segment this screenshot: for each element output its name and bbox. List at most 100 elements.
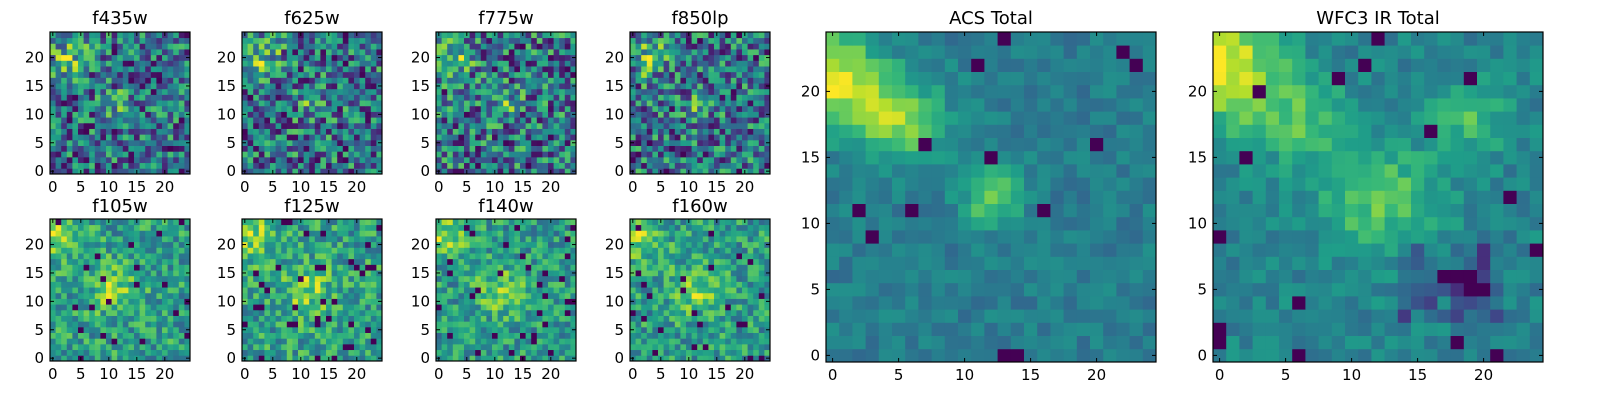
heatmap-cell xyxy=(641,100,648,107)
heatmap-cell xyxy=(342,287,349,294)
heatmap-cell xyxy=(674,151,681,158)
heatmap-cell xyxy=(652,156,659,164)
heatmap-cell xyxy=(150,54,157,61)
heatmap-cell xyxy=(111,247,118,254)
heatmap-cell xyxy=(376,49,383,56)
heatmap-cell xyxy=(150,247,157,254)
heatmap-cell xyxy=(66,49,73,56)
heatmap-cell xyxy=(758,162,765,169)
heatmap-cell xyxy=(156,321,163,328)
heatmap-cell xyxy=(447,88,454,95)
heatmap-cell xyxy=(531,241,538,248)
heatmap-cell xyxy=(663,270,670,277)
heatmap-cell xyxy=(331,54,338,61)
heatmap-cell xyxy=(497,100,504,107)
heatmap-cell xyxy=(309,355,316,362)
heatmap-cell xyxy=(354,264,360,271)
heatmap-cell xyxy=(514,241,521,248)
heatmap-cell xyxy=(525,151,532,158)
heatmap-cell xyxy=(753,100,760,107)
heatmap-cell xyxy=(503,309,510,316)
heatmap-cell xyxy=(264,315,271,322)
heatmap-cell xyxy=(292,49,299,56)
heatmap-cell xyxy=(117,236,124,243)
heatmap-cell xyxy=(162,253,168,260)
heatmap-cell xyxy=(486,298,493,305)
heatmap-cell xyxy=(497,349,504,356)
heatmap-cell xyxy=(691,338,698,345)
heatmap-cell xyxy=(452,43,459,50)
heatmap-cell xyxy=(122,236,129,243)
heatmap-cell xyxy=(298,338,304,345)
heatmap-cell xyxy=(686,139,692,146)
heatmap-cell xyxy=(162,230,168,237)
heatmap-cell xyxy=(139,230,146,237)
heatmap-cell xyxy=(725,309,732,316)
heatmap-cell xyxy=(708,156,715,164)
heatmap-cell xyxy=(117,134,124,141)
heatmap-cell xyxy=(503,219,510,226)
heatmap-cell xyxy=(139,117,146,124)
y-tick-label: 5 xyxy=(226,134,236,152)
heatmap-cell xyxy=(452,162,459,169)
heatmap-cell xyxy=(641,105,648,112)
heatmap-cell xyxy=(178,128,185,135)
heatmap-cell xyxy=(503,236,510,243)
heatmap-cell xyxy=(167,275,174,282)
heatmap-cell xyxy=(89,111,96,118)
heatmap-cell xyxy=(370,258,377,265)
heatmap-cell xyxy=(286,326,293,333)
heatmap-cell xyxy=(520,54,526,61)
heatmap-cell xyxy=(89,60,96,67)
heatmap-cell xyxy=(128,83,135,90)
heatmap-cell xyxy=(106,224,112,231)
heatmap-cell xyxy=(497,287,504,294)
heatmap-cell xyxy=(669,281,676,288)
heatmap-cell xyxy=(508,321,515,328)
heatmap-cell xyxy=(162,275,168,282)
heatmap-cell xyxy=(247,77,254,84)
heatmap-cell xyxy=(452,304,459,311)
heatmap-cell xyxy=(83,66,90,73)
heatmap-cell xyxy=(145,241,152,248)
heatmap-cell xyxy=(83,292,90,299)
heatmap-cell xyxy=(680,281,687,288)
heatmap-cell xyxy=(309,94,316,101)
heatmap-cell xyxy=(553,219,560,226)
heatmap-cell xyxy=(326,122,332,129)
heatmap-cell xyxy=(736,77,743,84)
heatmap-cell xyxy=(436,230,442,237)
heatmap-cell xyxy=(680,43,687,50)
heatmap-cell xyxy=(486,281,493,288)
heatmap-cell xyxy=(337,60,344,67)
heatmap-cell xyxy=(570,338,577,345)
heatmap-cell xyxy=(452,145,459,152)
heatmap-cell xyxy=(78,49,84,56)
heatmap-cell xyxy=(61,343,68,351)
heatmap-cell xyxy=(702,71,709,78)
heatmap-cell xyxy=(641,309,648,316)
heatmap-cell xyxy=(178,253,185,260)
heatmap-cell xyxy=(128,224,135,231)
heatmap-cell xyxy=(78,315,84,322)
heatmap-cell xyxy=(553,315,560,322)
heatmap-cell xyxy=(55,37,62,44)
heatmap-cell xyxy=(458,236,465,243)
heatmap-cell xyxy=(242,122,248,129)
heatmap-cell xyxy=(264,100,271,107)
heatmap-cell xyxy=(365,77,372,84)
heatmap-cell xyxy=(758,71,765,78)
heatmap-cell xyxy=(184,309,191,316)
heatmap-cell xyxy=(464,343,470,351)
heatmap-cell xyxy=(139,247,146,254)
heatmap-cell xyxy=(553,54,560,61)
heatmap-cell xyxy=(128,122,135,129)
heatmap-cell xyxy=(492,54,498,61)
heatmap-cell xyxy=(497,162,504,169)
heatmap-cell xyxy=(536,88,543,95)
heatmap-cell xyxy=(686,326,692,333)
heatmap-cell xyxy=(128,275,135,282)
heatmap-cell xyxy=(497,37,504,44)
heatmap-cell xyxy=(139,332,146,339)
heatmap-cell xyxy=(370,332,377,339)
